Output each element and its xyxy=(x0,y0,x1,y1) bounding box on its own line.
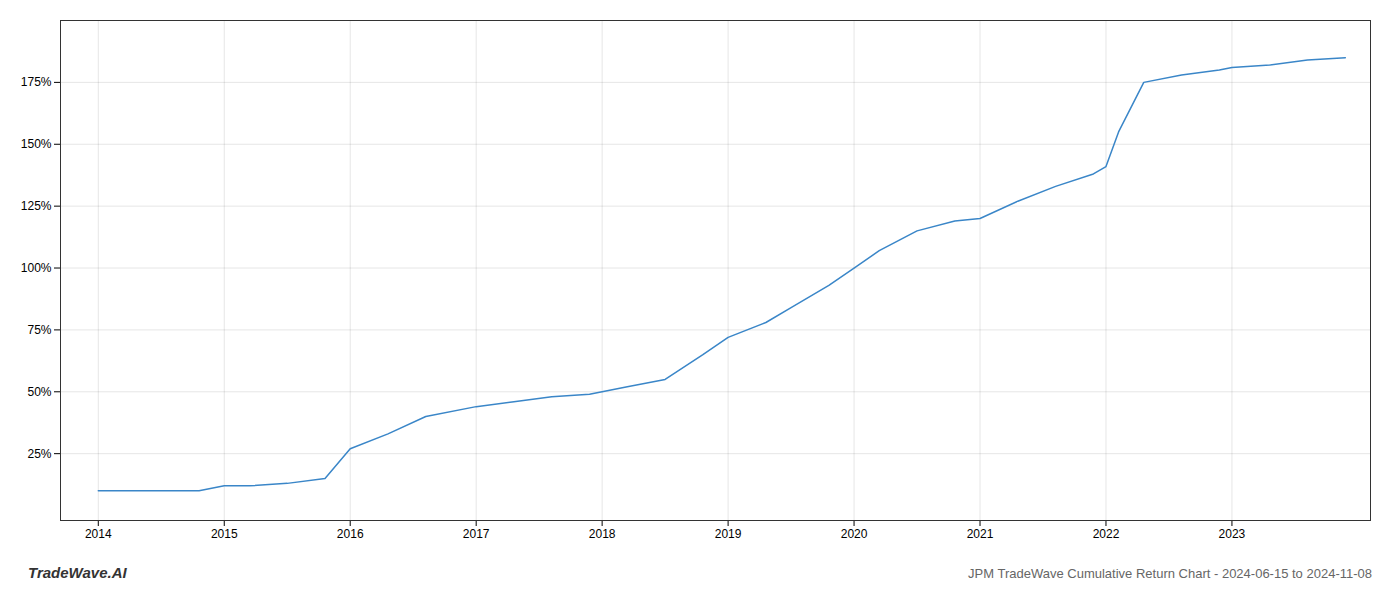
svg-text:50%: 50% xyxy=(27,385,51,399)
svg-text:150%: 150% xyxy=(21,137,52,151)
html-text:TradeWave.AI: TradeWave.AI xyxy=(28,564,127,581)
svg-text:2019: 2019 xyxy=(715,527,742,541)
svg-text:25%: 25% xyxy=(27,447,51,461)
svg-text:2014: 2014 xyxy=(85,527,112,541)
svg-text:2023: 2023 xyxy=(1219,527,1246,541)
svg-text:2016: 2016 xyxy=(337,527,364,541)
svg-text:2017: 2017 xyxy=(463,527,490,541)
svg-text:125%: 125% xyxy=(21,199,52,213)
svg-text:2015: 2015 xyxy=(211,527,238,541)
svg-text:175%: 175% xyxy=(21,75,52,89)
svg-text:75%: 75% xyxy=(27,323,51,337)
svg-text:2018: 2018 xyxy=(589,527,616,541)
html-text:JPM TradeWave Cumulative Retur: JPM TradeWave Cumulative Return Chart - … xyxy=(968,566,1372,581)
svg-text:2021: 2021 xyxy=(967,527,994,541)
svg-text:2020: 2020 xyxy=(841,527,868,541)
svg-text:100%: 100% xyxy=(21,261,52,275)
svg-text:2022: 2022 xyxy=(1093,527,1120,541)
